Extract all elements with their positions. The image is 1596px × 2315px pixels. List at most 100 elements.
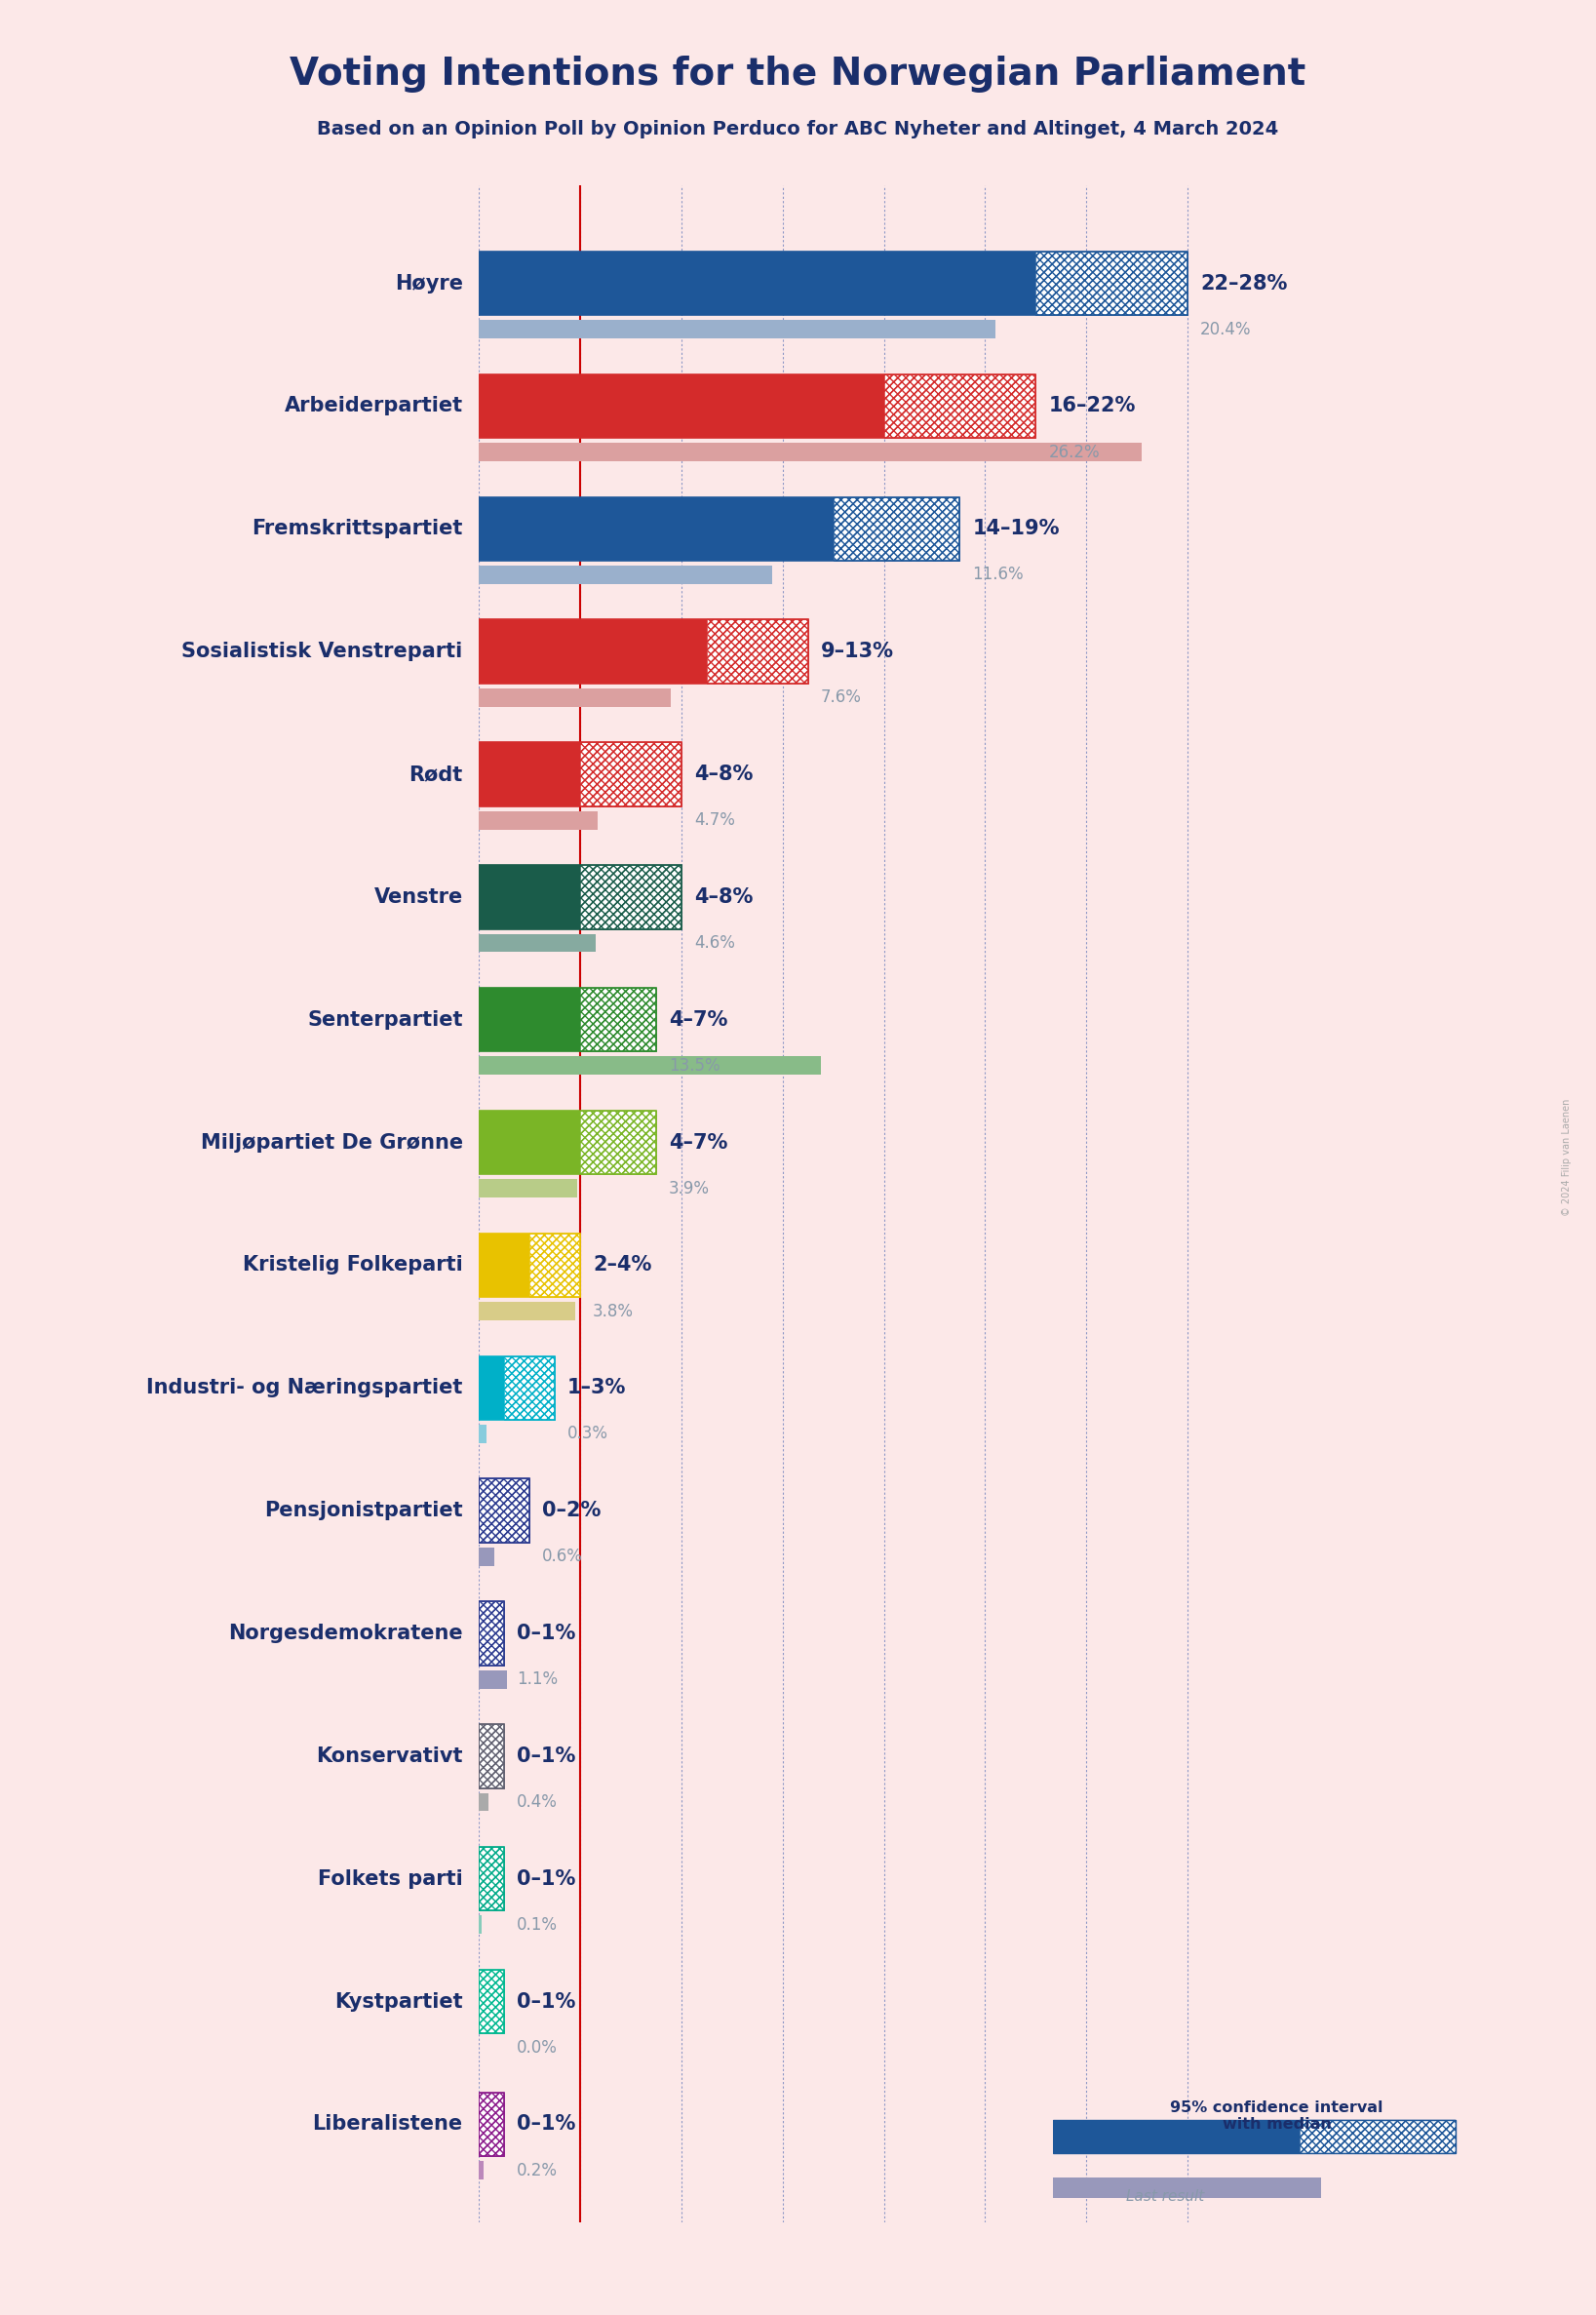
Text: 3.9%: 3.9% [669, 1181, 710, 1197]
Text: Sosialistisk Venstreparti: Sosialistisk Venstreparti [182, 641, 463, 662]
Text: 26.2%: 26.2% [1049, 444, 1100, 461]
Text: Voting Intentions for the Norwegian Parliament: Voting Intentions for the Norwegian Parl… [290, 56, 1306, 93]
Text: 1.1%: 1.1% [517, 1671, 559, 1688]
Bar [479, 1847, 504, 1910]
Text: 0–1%: 0–1% [517, 2114, 576, 2134]
Text: Norgesdemokratene: Norgesdemokratene [228, 1623, 463, 1644]
Bar [479, 2093, 504, 2155]
Bar [530, 1234, 579, 1296]
Bar [579, 743, 681, 806]
Bar [579, 989, 656, 1051]
Bar [1036, 252, 1187, 315]
Text: 4–8%: 4–8% [694, 887, 753, 907]
Text: 9–13%: 9–13% [820, 641, 894, 662]
Bar [479, 1357, 555, 1419]
Bar [479, 1970, 504, 2033]
Text: 0.1%: 0.1% [517, 1917, 559, 1933]
Bar [479, 1111, 656, 1174]
Bar [579, 1111, 656, 1174]
Bar [479, 1479, 530, 1542]
Text: 22–28%: 22–28% [1200, 273, 1288, 294]
Bar [479, 620, 808, 683]
Bar [833, 498, 959, 560]
Bar [479, 1669, 506, 1688]
Bar [1053, 2121, 1299, 2153]
Bar [479, 1301, 575, 1320]
Bar [479, 1970, 504, 2033]
Text: 13.5%: 13.5% [669, 1058, 720, 1074]
Bar [479, 1602, 504, 1664]
Bar [479, 375, 1036, 438]
Bar [479, 1792, 488, 1810]
Text: 95% confidence interval
with median: 95% confidence interval with median [1170, 2100, 1384, 2132]
Bar [479, 1479, 530, 1542]
Bar [479, 2093, 504, 2155]
Bar [579, 866, 681, 928]
Bar [707, 620, 808, 683]
Bar [479, 1725, 504, 1787]
Text: Senterpartiet: Senterpartiet [308, 1009, 463, 1030]
Bar [1053, 2178, 1321, 2199]
Bar [479, 1479, 530, 1542]
Bar [579, 989, 656, 1051]
Bar [1036, 252, 1187, 315]
Text: Last result: Last result [1125, 2190, 1205, 2204]
Bar [479, 2093, 504, 2155]
Bar [479, 1479, 530, 1542]
Bar [833, 498, 959, 560]
Text: 0–1%: 0–1% [517, 1623, 576, 1644]
Text: 4–7%: 4–7% [669, 1132, 728, 1153]
Bar [479, 1546, 495, 1565]
Bar [479, 1178, 578, 1197]
Text: Kystpartiet: Kystpartiet [335, 1991, 463, 2012]
Bar [479, 1915, 482, 1933]
Bar [579, 866, 681, 928]
Bar [479, 1602, 504, 1664]
Text: Rødt: Rødt [409, 764, 463, 785]
Text: 0.3%: 0.3% [568, 1426, 608, 1442]
Text: 0.6%: 0.6% [543, 1549, 583, 1565]
Bar [479, 1602, 504, 1664]
Bar [479, 1602, 504, 1664]
Text: Pensjonistpartiet: Pensjonistpartiet [265, 1500, 463, 1521]
Bar [833, 498, 959, 560]
Bar [479, 743, 681, 806]
Bar [479, 743, 681, 806]
Text: 1–3%: 1–3% [568, 1377, 626, 1398]
Text: 16–22%: 16–22% [1049, 396, 1136, 417]
Bar [479, 1970, 504, 2033]
Bar [479, 1234, 579, 1296]
Text: 0–1%: 0–1% [517, 1991, 576, 2012]
Bar [1053, 2121, 1456, 2153]
Text: Høyre: Høyre [394, 273, 463, 294]
Bar [479, 1970, 504, 2033]
Bar [579, 743, 681, 806]
Bar [479, 442, 1143, 461]
Bar [884, 375, 1036, 438]
Text: 4.6%: 4.6% [694, 935, 734, 951]
Text: 0–2%: 0–2% [543, 1500, 602, 1521]
Text: 4.7%: 4.7% [694, 813, 734, 829]
Text: Fremskrittspartiet: Fremskrittspartiet [252, 519, 463, 539]
Text: 7.6%: 7.6% [820, 690, 862, 706]
Bar [479, 1602, 504, 1664]
Text: Venstre: Venstre [373, 887, 463, 907]
Text: 0.0%: 0.0% [517, 2040, 557, 2056]
Bar [479, 620, 808, 683]
Bar [504, 1357, 555, 1419]
Text: 4–7%: 4–7% [669, 1009, 728, 1030]
Bar [479, 1725, 504, 1787]
Bar [479, 1847, 504, 1910]
Bar [504, 1357, 555, 1419]
Text: 0–1%: 0–1% [517, 1746, 576, 1766]
Text: 0.2%: 0.2% [517, 2162, 559, 2178]
Text: Liberalistene: Liberalistene [313, 2114, 463, 2134]
Bar [479, 2093, 504, 2155]
Bar [479, 498, 959, 560]
Bar [479, 1970, 504, 2033]
Bar [479, 498, 959, 560]
Text: Miljøpartiet De Grønne: Miljøpartiet De Grønne [201, 1132, 463, 1153]
Bar [579, 989, 656, 1051]
Text: Konservativt: Konservativt [316, 1746, 463, 1766]
Bar [479, 252, 1187, 315]
